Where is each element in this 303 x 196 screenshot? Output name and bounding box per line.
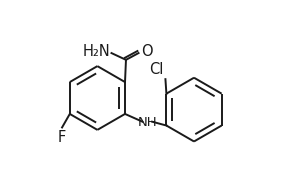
Text: NH: NH [138, 116, 157, 129]
Text: H₂N: H₂N [83, 44, 111, 59]
Text: Cl: Cl [149, 62, 164, 77]
Text: F: F [58, 130, 66, 145]
Text: O: O [142, 44, 153, 59]
